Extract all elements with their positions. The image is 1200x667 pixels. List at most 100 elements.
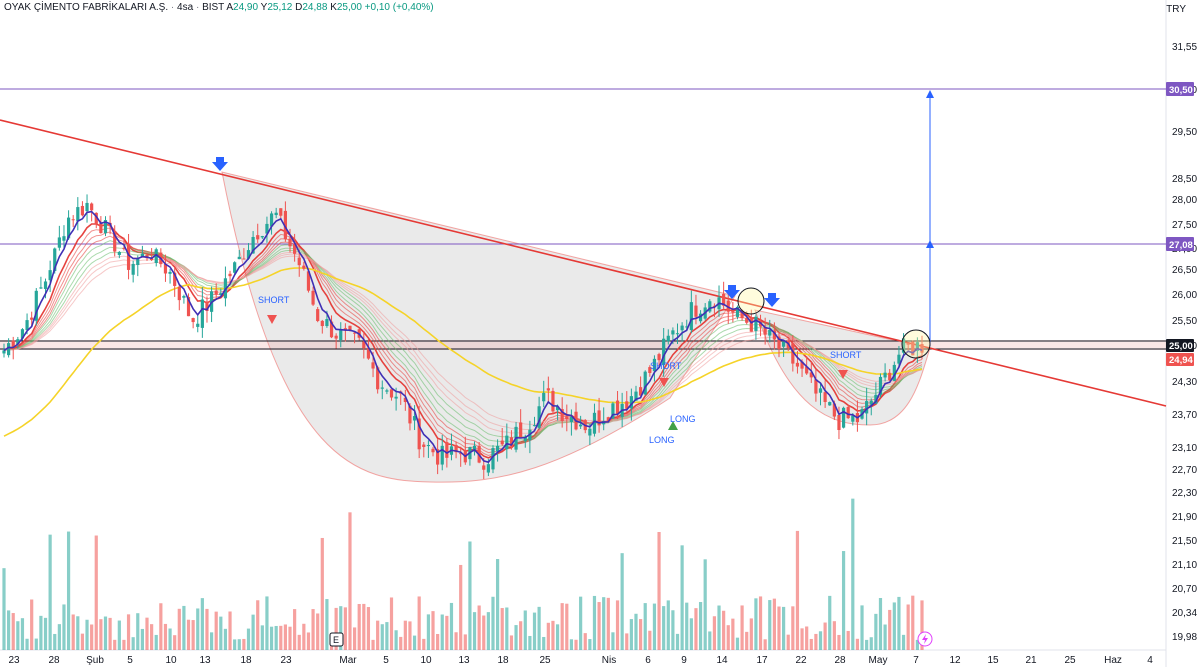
candle-body — [412, 416, 417, 421]
candle-body — [366, 347, 371, 359]
price-tag-text: 27,08 — [1169, 240, 1193, 251]
volume-bar — [768, 600, 772, 650]
volume-bar — [551, 620, 555, 650]
candle-body — [505, 435, 509, 450]
symbol-legend[interactable]: OYAK ÇİMENTO FABRİKALARI A.Ş. · 4sa · BI… — [4, 2, 434, 13]
candle-body — [841, 407, 846, 428]
volume-bar — [11, 613, 15, 650]
lightning-icon[interactable] — [917, 631, 933, 647]
candle-body — [906, 343, 910, 345]
candle-body — [482, 465, 486, 470]
volume-bar — [62, 604, 66, 650]
candle-body — [66, 217, 71, 239]
candle-body — [57, 237, 61, 248]
volume-bar — [772, 598, 776, 650]
volume-bar — [555, 624, 560, 650]
time-axis[interactable]: 23 28 Şub 5 10 13 18 23 Mar 5 10 13 18 25 Nis 6 9 14 17 22 2… — [8, 655, 1153, 666]
candle-body — [814, 379, 818, 394]
volume-bar — [486, 612, 490, 650]
volume-bar — [643, 603, 647, 650]
volume-bar — [66, 531, 71, 650]
volume-bar — [200, 598, 204, 650]
candle-body — [726, 300, 730, 312]
volume-bar — [841, 551, 846, 650]
candle-body — [523, 436, 527, 442]
volume-bar — [348, 512, 352, 650]
time-tick-label: 22 — [795, 655, 807, 666]
candle-body — [634, 391, 638, 401]
price-tick-label: 21,50 — [1172, 536, 1197, 547]
candle-body — [805, 366, 809, 374]
candle-body — [385, 390, 389, 392]
volume-bar — [463, 634, 467, 650]
volume-bar — [214, 611, 218, 650]
candle-body — [16, 339, 20, 345]
volume-bar — [136, 613, 140, 650]
volume-bar — [592, 595, 597, 650]
volume-bar — [883, 624, 887, 650]
volume-bar — [122, 639, 126, 650]
volume-bar — [892, 602, 896, 650]
candle-body — [191, 318, 195, 323]
volume-bar — [528, 635, 532, 650]
volume-bar — [791, 606, 795, 650]
target-arrow-head-top — [926, 90, 934, 98]
candle-body — [782, 341, 786, 347]
candle-body — [316, 309, 320, 322]
candle-body — [85, 202, 89, 212]
time-tick-label: Mar — [339, 655, 357, 666]
volume-bar — [20, 618, 25, 650]
volume-bar — [80, 633, 85, 650]
volume-bar — [482, 615, 486, 650]
candle-body — [625, 401, 629, 409]
volume-bar — [579, 596, 583, 650]
volume-bar — [242, 638, 246, 650]
candle-body — [140, 253, 144, 258]
candle-body — [339, 330, 343, 341]
time-tick-label: 13 — [458, 655, 470, 666]
volume-bar — [749, 618, 753, 650]
earnings-badge[interactable]: E — [329, 632, 344, 647]
volume-bar — [2, 568, 6, 650]
high-label: Y — [260, 2, 268, 13]
time-tick-label: 5 — [127, 655, 133, 666]
close-value: 25,00 — [336, 2, 362, 13]
price-tag-24-94: 24,94 — [1166, 353, 1194, 366]
volume-bar — [712, 616, 717, 650]
time-tick-label: 21 — [1025, 655, 1037, 666]
volume-bar — [30, 599, 34, 650]
candle-body — [260, 236, 264, 238]
price-tag-27-08: 27,08 — [1166, 237, 1194, 251]
candle-body — [818, 388, 823, 393]
candle-body — [689, 302, 693, 331]
candle-body — [800, 361, 804, 369]
volume-bar — [436, 633, 440, 650]
volume-bar — [602, 597, 606, 650]
volume-bar — [694, 608, 698, 650]
volume-bar — [154, 634, 158, 650]
volume-bar — [629, 619, 633, 650]
symbol-name: OYAK ÇİMENTO FABRİKALARI A.Ş. — [4, 2, 169, 13]
candle-body — [126, 244, 131, 270]
volume-bar — [177, 608, 181, 650]
volume-bar — [297, 634, 301, 650]
candle-body — [30, 317, 34, 320]
time-tick-label: 18 — [497, 655, 509, 666]
ema-fast-line — [3, 210, 923, 464]
volume-bar — [440, 614, 444, 650]
candle-body — [196, 323, 200, 327]
volume-bar — [874, 613, 878, 650]
candle-body — [306, 271, 311, 291]
price-tick-label: 20,70 — [1172, 584, 1197, 595]
candle-body — [865, 401, 869, 414]
candle-body — [657, 354, 661, 361]
volume-bar — [583, 633, 587, 650]
volume-bar — [814, 633, 818, 650]
candle-body — [629, 396, 633, 409]
candle-body — [878, 376, 883, 395]
time-tick-label: 28 — [834, 655, 846, 666]
volume-bar — [113, 639, 117, 650]
candle-body — [823, 392, 827, 403]
volume-bar — [805, 626, 809, 650]
